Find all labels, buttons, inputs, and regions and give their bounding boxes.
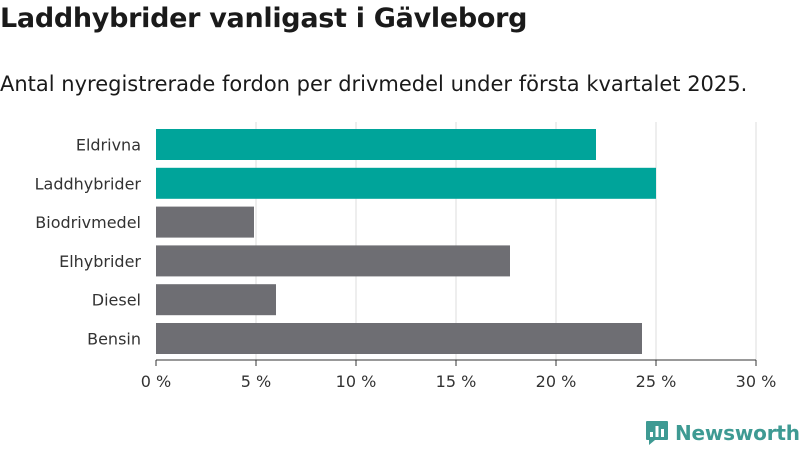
category-label: Diesel [92, 291, 141, 310]
x-tick-label: 5 % [241, 372, 271, 391]
bar [156, 167, 656, 199]
x-tick-label: 0 % [141, 372, 171, 391]
x-tick-label: 25 % [636, 372, 677, 391]
category-label: Bensin [87, 330, 141, 349]
x-tick-label: 10 % [336, 372, 377, 391]
brand-name: Newsworthy [675, 421, 800, 445]
chart-title: Laddhybrider vanligast i Gävleborg [0, 3, 528, 34]
category-labels: Eldrivna Laddhybrider Biodrivmedel Elhybrid… [35, 136, 142, 349]
chart-subtitle: Antal nyregistrerade fordon per drivmede… [0, 72, 748, 96]
bar [156, 206, 254, 238]
bar [156, 245, 510, 277]
grid-lines [255, 122, 757, 360]
category-label: Biodrivmedel [35, 213, 141, 232]
x-tick-label: 30 % [736, 372, 777, 391]
newsworthy-logo-icon [646, 421, 668, 445]
bar-chart: Eldrivna Laddhybrider Biodrivmedel Elhybrid… [35, 122, 777, 391]
x-tick-label: 15 % [436, 372, 477, 391]
bar [156, 129, 596, 160]
category-label: Elhybrider [59, 252, 141, 271]
bar [156, 323, 642, 354]
category-label: Laddhybrider [35, 174, 142, 193]
bar [156, 284, 276, 316]
x-tick-label: 20 % [536, 372, 577, 391]
category-label: Eldrivna [76, 136, 141, 155]
x-axis: 0 % 5 % 10 % 15 % 20 % 25 % 30 % [141, 359, 777, 391]
bars [156, 129, 656, 354]
brand-logo: Newsworthy [645, 420, 800, 446]
